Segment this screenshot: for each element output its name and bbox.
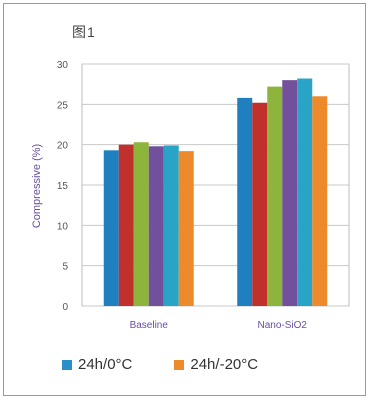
bar (267, 86, 283, 306)
bar (118, 144, 134, 306)
legend-item: 24h/0°C (62, 356, 132, 373)
bar (103, 150, 119, 306)
legend-item: 24h/-20°C (174, 356, 258, 373)
bars (103, 78, 328, 307)
bar (282, 80, 298, 306)
y-tick-label: 15 (57, 181, 69, 192)
x-tick-label: Baseline (130, 320, 169, 331)
legend-label: 24h/0°C (78, 356, 133, 373)
y-tick-label: 10 (57, 221, 69, 232)
y-axis-label: Compressive (%) (31, 144, 43, 228)
bar (252, 102, 268, 306)
legend-label: 24h/-20°C (190, 356, 259, 373)
bar-chart: 0 5 10 15 20 25 30 Baseline Nano-SiO2 Compressi… (31, 60, 350, 331)
bar (312, 96, 328, 307)
y-tick-label: 0 (62, 302, 68, 313)
bar (163, 145, 179, 306)
y-tick-label: 20 (57, 141, 69, 152)
y-tick-label: 25 (57, 100, 69, 111)
bar (237, 97, 253, 306)
legend: 24h/0°C 24h/-20°C (62, 356, 258, 373)
y-tick-label: 5 (62, 262, 68, 273)
bar (178, 151, 194, 306)
legend-swatch (62, 359, 72, 370)
bar (297, 78, 313, 307)
panel-label: 图1 (72, 24, 96, 40)
bar (148, 146, 164, 306)
bar (133, 142, 149, 306)
x-tick-labels: Baseline Nano-SiO2 (130, 320, 308, 331)
y-tick-labels: 0 5 10 15 20 25 30 (57, 60, 69, 313)
legend-swatch (174, 359, 185, 370)
x-tick-label: Nano-SiO2 (258, 320, 308, 331)
y-tick-label: 30 (57, 60, 69, 71)
